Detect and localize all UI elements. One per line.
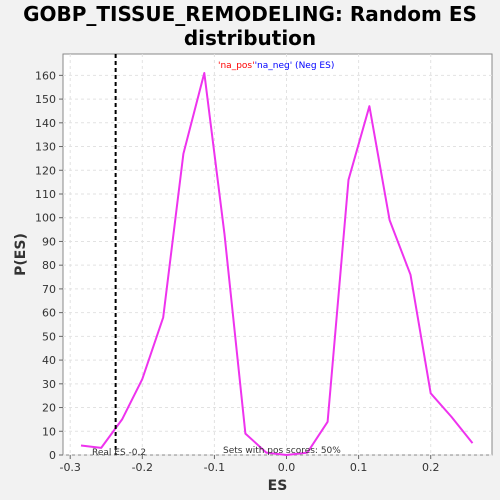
y-tick-label: 130	[35, 141, 56, 154]
y-axis-title: P(ES)	[13, 233, 29, 276]
y-tick-label: 30	[42, 378, 56, 391]
y-tick-label: 20	[42, 402, 56, 415]
y-tick-label: 90	[42, 235, 56, 248]
chart-title-line2: distribution	[183, 26, 317, 50]
y-tick-label: 150	[35, 93, 56, 106]
x-tick-label: -0.1	[204, 461, 225, 474]
y-tick-label: 120	[35, 164, 56, 177]
pos-scores-label: Sets with pos scores: 50%	[223, 446, 341, 456]
y-tick-label: 50	[42, 330, 56, 343]
y-tick-label: 160	[35, 69, 56, 82]
y-tick-label: 60	[42, 307, 56, 320]
legend-pos-label: 'na_pos'	[218, 61, 255, 71]
chart-title-line1: GOBP_TISSUE_REMODELING: Random ES	[23, 2, 477, 26]
es-density-line	[80, 72, 474, 456]
x-tick-label: -0.3	[59, 461, 80, 474]
grid	[63, 54, 492, 456]
y-tick-label: 0	[49, 449, 56, 462]
y-tick-label: 10	[42, 425, 56, 438]
y-tick-label: 100	[35, 212, 56, 225]
chart-title: GOBP_TISSUE_REMODELING: Random ES distri…	[0, 2, 500, 50]
y-tick-label: 110	[35, 188, 56, 201]
legend-neg-label: 'na_neg' (Neg ES)	[255, 61, 335, 71]
x-tick-label: 0.0	[278, 461, 296, 474]
y-tick-label: 70	[42, 283, 56, 296]
y-tick-label: 140	[35, 117, 56, 130]
y-tick-label: 40	[42, 354, 56, 367]
legend: 'na_pos''na_neg' (Neg ES)	[218, 61, 334, 71]
axes: 0 10 20 30 40 50 60 70 80 90 100 110 120 130 140 150 160…	[35, 69, 439, 474]
x-tick-label: 0.1	[350, 461, 368, 474]
series-group	[80, 72, 474, 456]
x-tick-label: -0.2	[132, 461, 153, 474]
y-tick-label: 80	[42, 259, 56, 272]
plot-area	[62, 53, 493, 456]
real-es-label: Real ES -0.2	[92, 448, 146, 458]
x-axis-title: ES	[268, 478, 288, 494]
x-tick-label: 0.2	[422, 461, 440, 474]
